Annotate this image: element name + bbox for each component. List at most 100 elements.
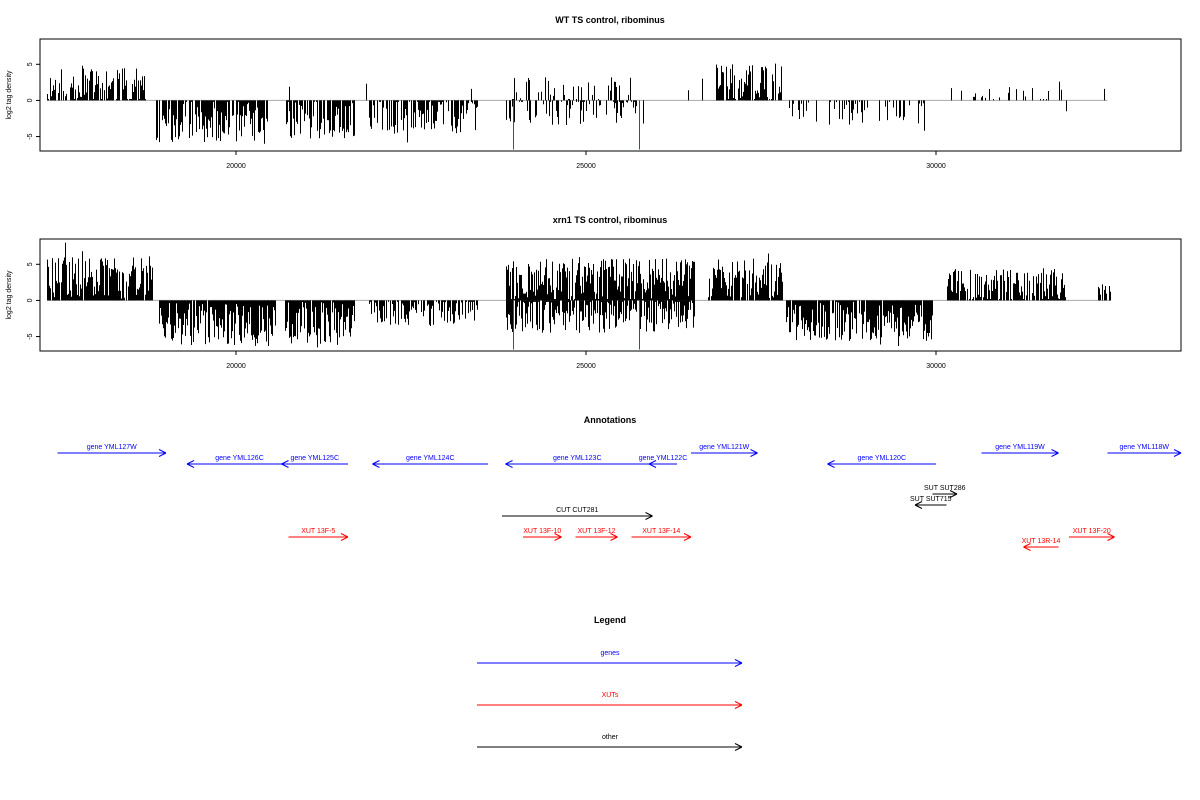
legend-arrow <box>477 659 743 667</box>
arrow-head <box>827 463 835 468</box>
arrow-head <box>734 743 743 748</box>
feature-label: XUT 13F-20 <box>1073 528 1111 535</box>
arrow-head <box>750 449 758 454</box>
arrow-head <box>1051 452 1059 457</box>
x-tick-label: 30000 <box>926 363 946 370</box>
feature-arrow <box>1023 543 1059 551</box>
arrow-head <box>914 501 923 506</box>
feature-arrow <box>372 460 488 468</box>
feature-label: gene YML127W <box>87 444 137 451</box>
y-tick-label: -5 <box>27 133 34 139</box>
arrow-head <box>554 533 562 538</box>
arrow-head <box>648 460 657 465</box>
annotations-title: Annotations <box>584 415 637 425</box>
y-tick-label: -5 <box>27 333 34 339</box>
feature-label: gene YML118W <box>1119 444 1169 451</box>
arrow-head <box>734 701 743 706</box>
legend-label: genes <box>600 650 620 657</box>
feature-label: gene YML124C <box>406 455 455 462</box>
feature-arrow <box>1107 449 1182 457</box>
y-tick-label: 0 <box>27 298 34 302</box>
arrow-head <box>610 536 618 541</box>
arrow-head <box>949 493 958 498</box>
feature-label: XUT 13F-5 <box>301 528 335 535</box>
arrow-head <box>734 659 743 664</box>
feature-label: gene YML125C <box>290 455 339 462</box>
legend-label: other <box>602 734 619 741</box>
arrow-head <box>914 504 923 509</box>
feature-arrow <box>1069 533 1115 541</box>
xrn1-x-axis: 20000 25000 30000 <box>226 351 946 370</box>
wt-coverage-panel: WT TS control, ribominus log2 tag densit… <box>6 15 1182 170</box>
annotation-features: gene YML127W gene YML121W gene YML119W gene… <box>57 444 1182 551</box>
arrow-head <box>340 533 349 538</box>
arrow-head <box>505 460 513 465</box>
arrow-head <box>734 746 743 751</box>
arrow-head <box>645 515 653 520</box>
arrow-head <box>683 533 692 538</box>
feature-arrow <box>981 449 1059 457</box>
x-tick-label: 20000 <box>226 163 246 170</box>
y-tick-label: 0 <box>27 98 34 102</box>
feature-arrow <box>288 533 349 541</box>
arrow-head <box>186 463 195 468</box>
feature-arrow <box>932 490 958 498</box>
xrn1-coverage-panel: xrn1 TS control, ribominus log2 tag dens… <box>6 215 1182 370</box>
feature-label: XUT 13R-14 <box>1022 538 1061 545</box>
arrow-head <box>734 704 743 709</box>
arrow-head <box>372 463 380 468</box>
feature-label: XUT 13F-12 <box>578 528 616 535</box>
arrow-head <box>1023 546 1031 551</box>
feature-label: SUT SUT286 <box>924 485 966 492</box>
feature-label: gene YML121W <box>699 444 749 451</box>
feature-label: gene YML119W <box>995 444 1045 451</box>
feature-arrow <box>505 460 649 468</box>
xrn1-y-axis-label: log2 tag density <box>6 270 13 320</box>
feature-label: XUT 13F-10 <box>523 528 561 535</box>
arrow-head <box>1173 449 1182 454</box>
arrow-head <box>1173 452 1182 457</box>
arrow-head <box>554 536 562 541</box>
arrow-head <box>372 460 380 465</box>
y-tick-label: 5 <box>27 262 34 266</box>
arrow-head <box>610 533 618 538</box>
wt-panel-title: WT TS control, ribominus <box>555 15 665 25</box>
x-tick-label: 25000 <box>576 163 596 170</box>
arrow-head <box>281 463 289 468</box>
legend-title: Legend <box>594 615 626 625</box>
arrow-head <box>648 463 657 468</box>
arrow-head <box>1107 533 1115 538</box>
feature-label: CUT CUT281 <box>556 507 598 514</box>
arrow-head <box>340 536 349 541</box>
xrn1-plot-frame <box>39 238 1182 352</box>
arrow-head <box>186 460 195 465</box>
arrow-head <box>750 452 758 457</box>
annotations-panel: Annotations gene YML127W gene YML121W gene… <box>57 415 1182 551</box>
arrow-head <box>683 536 692 541</box>
feature-label: XUT 13F-14 <box>642 528 680 535</box>
xrn1-y-axis: -5 0 5 <box>27 262 40 340</box>
arrow-head <box>158 452 167 457</box>
feature-arrow <box>575 533 618 541</box>
feature-arrow <box>186 460 292 468</box>
legend-label: XUTs <box>602 692 619 699</box>
xrn1-coverage-bars <box>47 242 1111 350</box>
x-tick-label: 25000 <box>576 363 596 370</box>
arrow-head <box>1107 536 1115 541</box>
wt-x-axis: 20000 25000 30000 <box>226 151 946 170</box>
arrow-head <box>949 490 958 495</box>
feature-arrow <box>914 501 947 509</box>
arrow-head <box>281 460 289 465</box>
xrn1-panel-title: xrn1 TS control, ribominus <box>553 215 668 225</box>
wt-y-axis: -5 0 5 <box>27 62 40 140</box>
x-tick-label: 20000 <box>226 363 246 370</box>
feature-label: SUT SUT715 <box>910 496 952 503</box>
feature-arrow <box>827 460 936 468</box>
wt-y-axis-label: log2 tag density <box>6 70 13 120</box>
arrow-head <box>1051 449 1059 454</box>
feature-label: gene YML122C <box>639 455 688 462</box>
feature-arrow <box>281 460 348 468</box>
feature-label: gene YML120C <box>857 455 906 462</box>
feature-arrow <box>57 449 167 457</box>
